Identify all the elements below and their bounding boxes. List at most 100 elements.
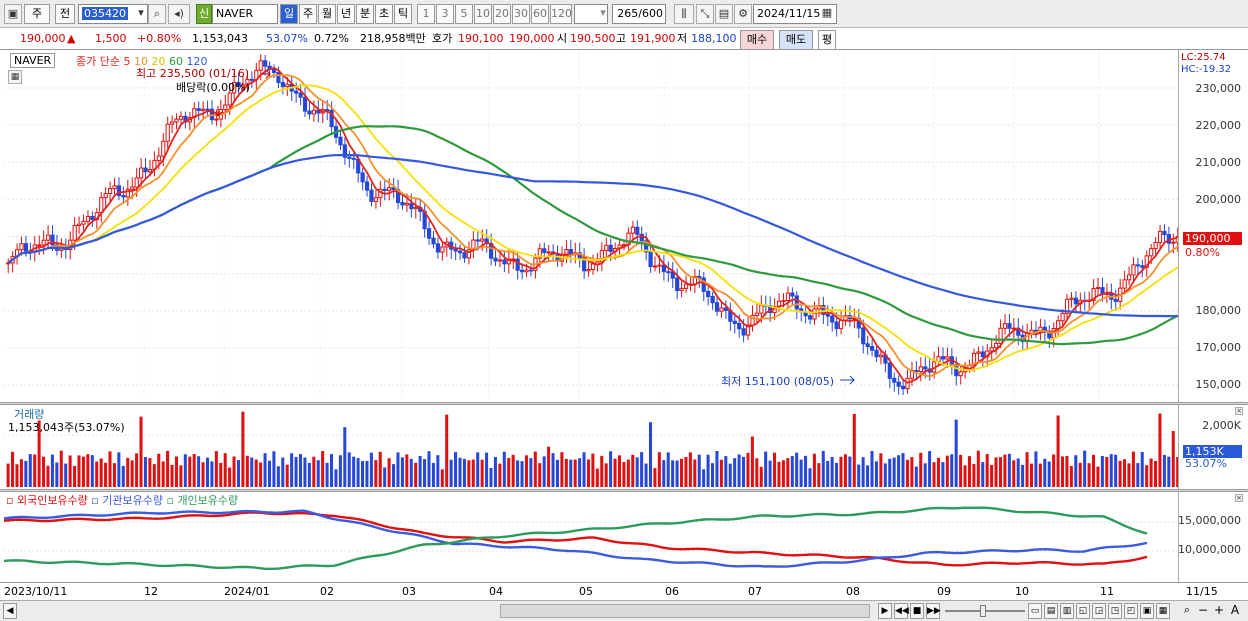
volume-bar [90,455,94,487]
volume-bar [1016,458,1020,487]
chart-type-icon[interactable]: ⫼ [674,4,694,24]
candle [170,121,175,125]
save-icon[interactable]: ▤ [715,4,733,24]
search-icon[interactable]: ⌕ [1183,603,1191,616]
candle [604,244,609,251]
volume-pane[interactable]: 거래량 1,153,043주(53.07%) [4,405,1180,489]
candle [147,169,153,173]
tool-icon[interactable]: ▣ [1140,603,1154,619]
tool-icon[interactable]: ▥ [1060,603,1074,619]
gear-icon[interactable]: ⚙ [734,4,752,24]
count-field[interactable]: 265/600 [612,4,666,24]
x-label: 08 [846,585,860,598]
close-pane-icon[interactable]: × [1235,494,1243,502]
period-second[interactable]: 초 [375,4,393,24]
window-icon[interactable]: ▣ [4,4,22,24]
volume-bar [702,469,706,487]
tool-icon[interactable]: ▦ [1156,603,1170,619]
tick-3[interactable]: 3 [436,4,454,24]
volume-bar [33,454,37,487]
tick-120[interactable]: 120 [550,4,572,24]
close-pane-icon[interactable]: × [1235,407,1243,415]
tick-60[interactable]: 60 [531,4,549,24]
holdings-pane[interactable]: ▫ 외국인보유수량 ▫ 기관보유수량 ▫ 개인보유수량 [3,492,1178,582]
scroll-thumb[interactable] [500,604,870,618]
stock-code-input[interactable]: 035420 [78,4,148,24]
price-pane[interactable]: NAVER 종가 단순 5 10 20 60 120 ▦ 최고 235,500 … [4,50,1180,402]
tool-icon[interactable]: ◲ [1092,603,1106,619]
tick-custom-input[interactable] [574,4,608,24]
candle [271,68,277,73]
candle [263,60,268,67]
pane-divider[interactable] [0,402,1248,405]
candle [515,258,520,271]
volume-bar [343,427,347,487]
period-day[interactable]: 일 [280,4,298,24]
period-minute[interactable]: 분 [356,4,374,24]
scroll-right-icon[interactable]: ▶ [878,603,892,619]
period-tick[interactable]: 틱 [394,4,412,24]
volume-bar [192,454,196,487]
grid-icon[interactable]: ▦ [8,70,22,84]
price-tag: 190,000 [1183,232,1242,245]
search-icon[interactable]: ⌕ [148,4,166,24]
candle [1002,323,1008,329]
period-month[interactable]: 월 [318,4,336,24]
volume-bar [697,454,701,487]
y-tick: 170,000 [1195,341,1242,354]
volume-bar [263,453,267,487]
tick-20[interactable]: 20 [493,4,511,24]
forward-icon[interactable]: ▶▶ [926,603,941,619]
volume-bar [994,457,998,487]
candle [1144,255,1149,268]
sell-button[interactable]: 매도 [779,30,813,50]
volume-bar [77,455,81,487]
hc-label: HC:-19.32 [1181,64,1232,75]
tool-icon[interactable]: ◳ [1108,603,1122,619]
period-week[interactable]: 주 [299,4,317,24]
volume-readout: 1,153,043주(53.07%) [8,421,125,434]
volume-bar [409,458,413,487]
tick-dropdown-icon[interactable]: ▾ [600,6,606,19]
tool-icon[interactable]: ▤ [1044,603,1058,619]
zoom-in-icon[interactable]: + [1213,603,1225,617]
volume-bar [808,468,812,487]
tool-icon[interactable]: ▭ [1028,603,1042,619]
volume-bar [436,455,440,487]
candle [497,259,503,262]
period-year[interactable]: 년 [337,4,355,24]
volume-bar [533,451,537,487]
volume-bar [1003,454,1007,487]
avg-button[interactable]: 평 [818,30,836,50]
ma-line [7,153,1178,318]
font-size-icon[interactable]: A [1230,603,1240,617]
speaker-icon[interactable]: ◂) [168,4,190,24]
candle [214,118,219,121]
pane-divider[interactable] [0,489,1248,492]
calendar-icon[interactable]: ▦ [821,6,833,19]
dividend-annotation: 배당락(0.00%) [176,81,250,94]
rewind-icon[interactable]: ◀◀ [894,603,909,619]
candle [790,292,795,297]
date-field[interactable]: 2024/11/15 [753,4,837,24]
basis-select[interactable]: 전 [55,4,75,24]
tick-30[interactable]: 30 [512,4,530,24]
candle [506,258,511,265]
scroll-left-icon[interactable]: ◀ [3,603,17,619]
tick-5[interactable]: 5 [455,4,473,24]
tool-icon[interactable]: ◱ [1076,603,1090,619]
stock-name-field[interactable]: NAVER [212,4,278,24]
volume-bar [981,462,985,487]
tool-icon[interactable]: ◰ [1124,603,1138,619]
stop-icon[interactable]: ■ [910,603,924,619]
tick-10[interactable]: 10 [474,4,492,24]
mode-select[interactable]: 주 [24,4,50,24]
buy-button[interactable]: 매수 [740,30,774,50]
volume-bar [73,465,77,487]
chevron-down-icon[interactable]: ▾ [138,6,144,19]
zoom-handle[interactable] [980,605,986,617]
zoom-out-icon[interactable]: − [1197,603,1209,617]
crosshair-icon[interactable]: ⤡ [696,4,714,24]
tick-1[interactable]: 1 [417,4,435,24]
candle [635,226,640,235]
